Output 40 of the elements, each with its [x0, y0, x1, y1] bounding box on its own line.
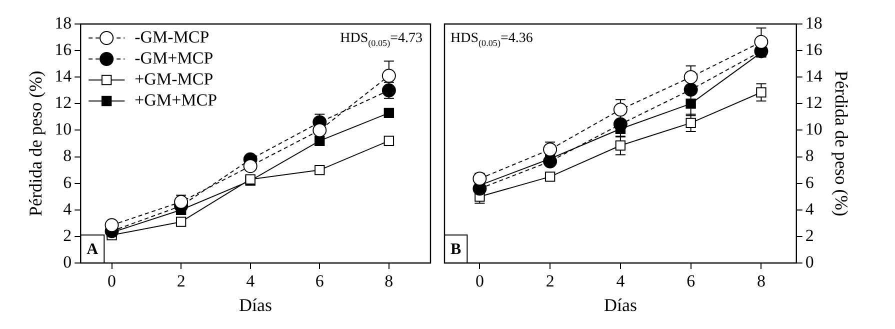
- y-tick-label: 12: [805, 93, 822, 112]
- x-tick-label: 0: [475, 272, 484, 291]
- y-tick-label: 16: [805, 40, 822, 60]
- y-tick-label: 18: [805, 13, 822, 32]
- x-tick-label: 0: [108, 272, 116, 291]
- legend-label: +GM+MCP: [134, 90, 218, 110]
- annotation: A: [86, 241, 99, 258]
- legend-label: +GM-MCP: [134, 69, 214, 88]
- y-tick-label: 8: [63, 146, 72, 166]
- y-tick-label: 0: [63, 252, 72, 272]
- y-tick-label: 0: [805, 252, 814, 272]
- y-tick-label: 16: [54, 40, 72, 60]
- y-tick-label: 14: [805, 66, 823, 86]
- x-tick-label: 6: [686, 272, 696, 291]
- x-tick-label: 2: [546, 272, 554, 291]
- y-tick-label: 2: [63, 226, 72, 245]
- y-tick-label: 10: [805, 120, 822, 139]
- y-tick-label: 4: [805, 199, 814, 218]
- y-tick-label: 4: [63, 199, 72, 218]
- x-axis-title: Días: [239, 294, 272, 315]
- y-axis-title: Pérdida de peso (%): [831, 70, 852, 216]
- legend-label: -GM-MCP: [134, 27, 210, 46]
- y-tick-label: 18: [54, 13, 72, 32]
- y-tick-label: 10: [54, 120, 72, 139]
- x-tick-label: 4: [246, 272, 256, 291]
- legend-label: -GM+MCP: [134, 48, 214, 68]
- x-tick-label: 8: [756, 272, 766, 291]
- x-axis-title: Días: [604, 294, 637, 315]
- y-tick-label: 6: [63, 172, 72, 192]
- y-tick-label: 6: [805, 172, 814, 192]
- y-tick-label: 8: [805, 146, 814, 166]
- annotation: B: [450, 241, 462, 258]
- y-axis-title: Pérdida de peso (%): [26, 70, 46, 216]
- x-tick-label: 2: [176, 272, 186, 291]
- y-tick-label: 2: [805, 226, 814, 245]
- x-tick-label: 6: [315, 272, 324, 291]
- x-tick-label: 4: [616, 272, 626, 291]
- y-tick-label: 14: [54, 66, 72, 86]
- y-tick-label: 12: [54, 93, 72, 112]
- x-tick-label: 8: [384, 272, 394, 291]
